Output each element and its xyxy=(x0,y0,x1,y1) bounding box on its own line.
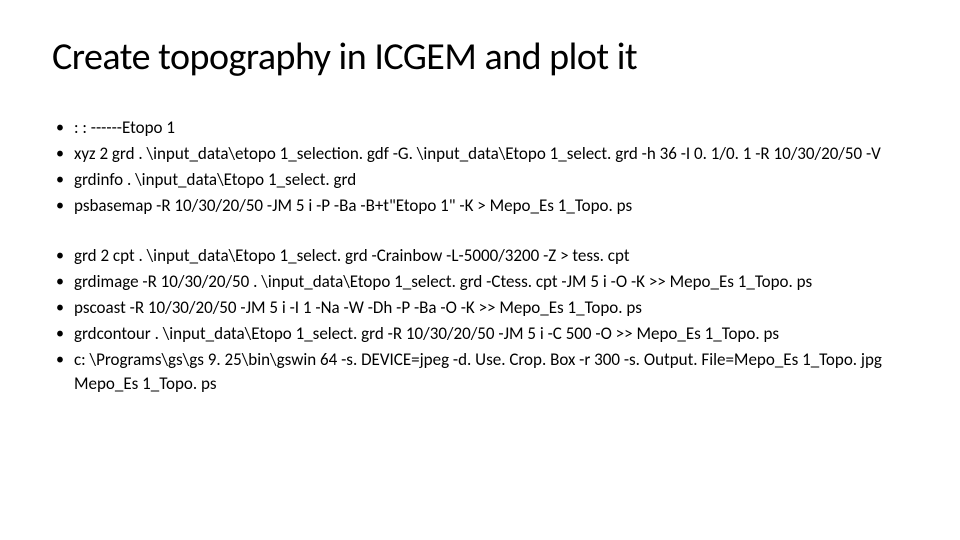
bullet-marker-icon: • xyxy=(56,116,64,140)
bullet-group-1: • : : ------Etopo 1 • xyz 2 grd . \input… xyxy=(52,116,908,218)
bullet-item: • pscoast -R 10/30/20/50 -JM 5 i -I 1 -N… xyxy=(52,296,908,320)
bullet-text: : : ------Etopo 1 xyxy=(74,116,175,140)
bullet-item: • grdinfo . \input_data\Etopo 1_select. … xyxy=(52,168,908,192)
bullet-text: grdinfo . \input_data\Etopo 1_select. gr… xyxy=(74,168,356,192)
bullet-marker-icon: • xyxy=(56,322,64,346)
bullet-text: grdcontour . \input_data\Etopo 1_select.… xyxy=(74,322,779,346)
slide-container: Create topography in ICGEM and plot it •… xyxy=(0,0,960,540)
bullet-text: c: \Programs\gs\gs 9. 25\bin\gswin 64 -s… xyxy=(74,348,908,396)
bullet-marker-icon: • xyxy=(56,270,64,294)
bullet-text: xyz 2 grd . \input_data\etopo 1_selectio… xyxy=(74,142,881,166)
bullet-item: • : : ------Etopo 1 xyxy=(52,116,908,140)
bullet-text: grdimage -R 10/30/20/50 . \input_data\Et… xyxy=(74,270,812,294)
bullet-text: psbasemap -R 10/30/20/50 -JM 5 i -P -Ba … xyxy=(74,194,632,218)
bullet-marker-icon: • xyxy=(56,348,64,372)
bullet-item: • c: \Programs\gs\gs 9. 25\bin\gswin 64 … xyxy=(52,348,908,396)
bullet-item: • psbasemap -R 10/30/20/50 -JM 5 i -P -B… xyxy=(52,194,908,218)
bullet-marker-icon: • xyxy=(56,296,64,320)
bullet-marker-icon: • xyxy=(56,194,64,218)
bullet-marker-icon: • xyxy=(56,168,64,192)
bullet-item: • grdcontour . \input_data\Etopo 1_selec… xyxy=(52,322,908,346)
bullet-item: • xyz 2 grd . \input_data\etopo 1_select… xyxy=(52,142,908,166)
bullet-text: grd 2 cpt . \input_data\Etopo 1_select. … xyxy=(74,244,630,268)
bullet-group-2: • grd 2 cpt . \input_data\Etopo 1_select… xyxy=(52,244,908,396)
bullet-marker-icon: • xyxy=(56,142,64,166)
bullet-item: • grd 2 cpt . \input_data\Etopo 1_select… xyxy=(52,244,908,268)
bullet-text: pscoast -R 10/30/20/50 -JM 5 i -I 1 -Na … xyxy=(74,296,642,320)
slide-title: Create topography in ICGEM and plot it xyxy=(52,34,908,80)
bullet-item: • grdimage -R 10/30/20/50 . \input_data\… xyxy=(52,270,908,294)
bullet-marker-icon: • xyxy=(56,244,64,268)
